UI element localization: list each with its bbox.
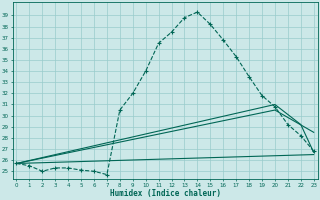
X-axis label: Humidex (Indice chaleur): Humidex (Indice chaleur) (109, 189, 220, 198)
